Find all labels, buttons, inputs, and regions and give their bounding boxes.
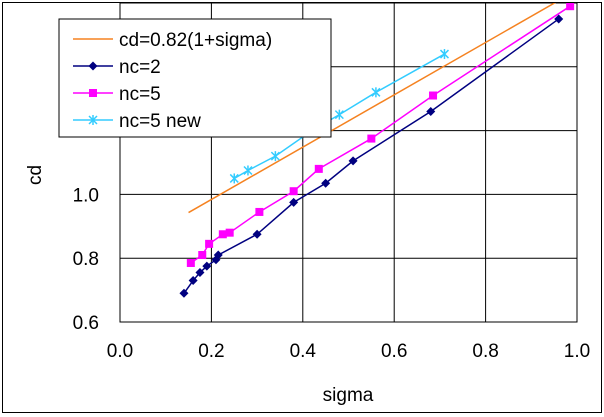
x-tick-label: 0.2 bbox=[198, 341, 224, 362]
x-tick-label: 0.6 bbox=[381, 341, 407, 362]
legend-entry: cd=0.82(1+sigma) bbox=[73, 30, 272, 51]
legend-label: nc=2 bbox=[119, 57, 161, 78]
series-0 bbox=[188, 0, 562, 214]
series-line bbox=[188, 0, 562, 214]
legend-label: nc=5 bbox=[119, 84, 161, 105]
data-point bbox=[218, 230, 227, 239]
data-point bbox=[225, 228, 234, 237]
data-point bbox=[270, 151, 280, 162]
data-point bbox=[348, 156, 358, 166]
data-point bbox=[213, 250, 223, 260]
chart: 0.00.20.40.60.81.0 0.60.81.01.2 sigma cd… bbox=[25, 0, 590, 406]
data-point bbox=[211, 255, 221, 265]
data-point bbox=[205, 239, 214, 248]
series-1 bbox=[179, 14, 564, 298]
y-axis-label: cd bbox=[25, 165, 46, 185]
y-tick-label: 0.8 bbox=[73, 249, 99, 270]
legend-label: cd=0.82(1+sigma) bbox=[119, 30, 272, 51]
x-tick-label: 0.0 bbox=[107, 341, 133, 362]
data-point bbox=[195, 268, 205, 278]
data-point bbox=[426, 106, 436, 116]
x-tick-label: 0.4 bbox=[290, 341, 317, 362]
data-point bbox=[439, 49, 450, 60]
legend-label: nc=5 new bbox=[119, 111, 201, 132]
data-point bbox=[255, 207, 264, 216]
legend-entry: nc=5 new bbox=[73, 111, 201, 132]
legend: cd=0.82(1+sigma) nc=2 nc=5 nc=5 new bbox=[58, 18, 332, 138]
data-point bbox=[554, 14, 564, 24]
data-point bbox=[198, 251, 207, 260]
data-point bbox=[371, 87, 381, 98]
data-point bbox=[88, 61, 98, 71]
x-axis-label: sigma bbox=[323, 385, 374, 406]
data-point bbox=[243, 165, 253, 176]
data-point bbox=[202, 261, 212, 271]
data-point bbox=[367, 134, 376, 143]
data-point bbox=[321, 178, 331, 188]
data-point bbox=[314, 164, 323, 173]
data-point bbox=[179, 288, 189, 298]
y-tick-labels: 0.60.81.01.2 bbox=[73, 122, 99, 334]
x-tick-labels: 0.0 0.2 0.4 0.6 0.8 1.0 bbox=[107, 341, 590, 362]
data-point bbox=[88, 115, 98, 125]
data-point bbox=[566, 2, 575, 11]
y-tick-label: 1.0 bbox=[73, 185, 99, 206]
data-point bbox=[186, 258, 195, 267]
data-point bbox=[188, 276, 198, 286]
series-group bbox=[179, 0, 575, 298]
series-2 bbox=[186, 2, 575, 267]
x-tick-label: 1.0 bbox=[564, 341, 590, 362]
data-point bbox=[429, 91, 438, 100]
data-point bbox=[334, 109, 344, 120]
legend-entry: nc=5 bbox=[73, 84, 161, 105]
data-point bbox=[89, 89, 97, 97]
x-tick-label: 0.8 bbox=[472, 341, 498, 362]
data-point bbox=[289, 187, 298, 196]
data-point bbox=[229, 173, 239, 184]
data-point bbox=[289, 197, 299, 207]
y-tick-label: 0.6 bbox=[73, 313, 99, 334]
legend-entry: nc=2 bbox=[73, 57, 161, 78]
data-point bbox=[252, 229, 262, 239]
